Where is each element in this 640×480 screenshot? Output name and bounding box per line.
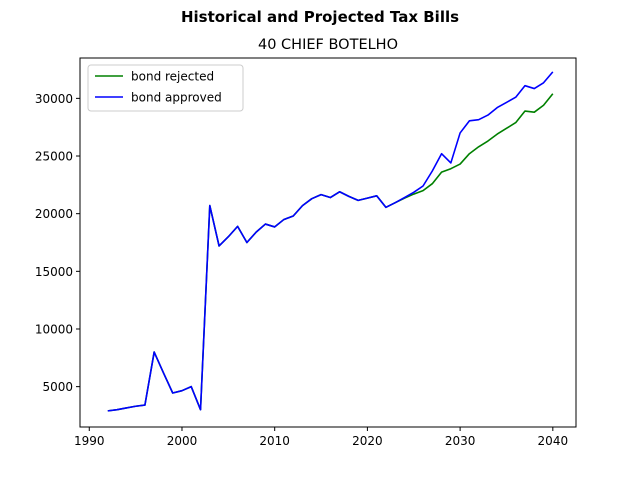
x-tick-label: 1990 (74, 434, 105, 448)
y-tick-label: 30000 (35, 92, 73, 106)
x-tick-label: 2040 (538, 434, 569, 448)
plot-area-frame (79, 57, 577, 428)
y-tick-label: 20000 (35, 207, 73, 221)
legend-label-bond-approved: bond approved (131, 91, 222, 105)
legend-box (87, 64, 244, 112)
series-line-bond-approved (107, 71, 554, 412)
y-axis: 5000 10000 15000 20000 25000 30000 (35, 92, 80, 394)
legend: bond rejected bond approved (87, 64, 244, 112)
legend-label-bond-rejected: bond rejected (131, 70, 214, 84)
y-tick-label: 25000 (35, 150, 73, 164)
y-tick-label: 10000 (35, 322, 73, 336)
chart-suptitle: Historical and Projected Tax Bills (181, 8, 459, 26)
x-axis: 1990 2000 2010 2020 2030 2040 (74, 427, 568, 448)
x-tick-label: 2020 (352, 434, 383, 448)
x-tick-label: 2030 (445, 434, 476, 448)
chart-title: 40 CHIEF BOTELHO (258, 37, 398, 53)
series-layer (107, 71, 554, 412)
x-tick-label: 2000 (167, 434, 198, 448)
y-tick-label: 5000 (42, 380, 73, 394)
y-tick-label: 15000 (35, 265, 73, 279)
series-line-bond-rejected (107, 93, 554, 412)
x-tick-label: 2010 (259, 434, 290, 448)
